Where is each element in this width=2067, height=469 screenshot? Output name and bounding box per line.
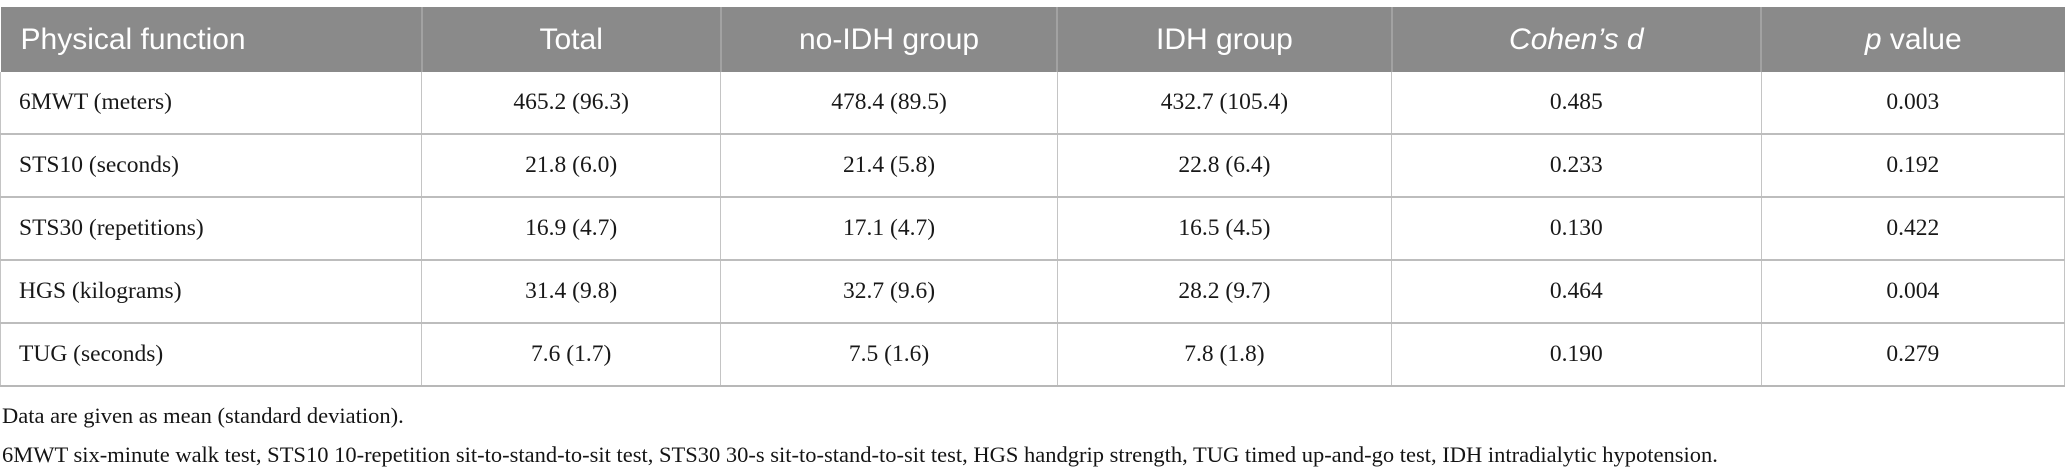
footnote-data-format: Data are given as mean (standard deviati… — [2, 403, 404, 428]
cell-label: STS10 (seconds) — [0, 133, 423, 197]
table-row: STS10 (seconds) 21.8 (6.0) 21.4 (5.8) 22… — [0, 133, 2066, 197]
cell-idh: 22.8 (6.4) — [1056, 133, 1393, 197]
table-header: Physical function Total no-IDH group IDH… — [0, 7, 2065, 72]
cell-idh: 7.8 (1.8) — [1056, 322, 1393, 387]
cell-p-value: 0.279 — [1760, 322, 2066, 387]
cell-cohens-d: 0.233 — [1391, 133, 1762, 197]
header-cohens-d: Cohen’s d — [1390, 7, 1762, 72]
cell-no-idh: 21.4 (5.8) — [720, 133, 1058, 197]
cell-no-idh: 478.4 (89.5) — [720, 72, 1058, 134]
table-row: TUG (seconds) 7.6 (1.7) 7.5 (1.6) 7.8 (1… — [0, 322, 2066, 387]
table-row: 6MWT (meters) 465.2 (96.3) 478.4 (89.5) … — [0, 72, 2066, 134]
cell-no-idh: 32.7 (9.6) — [720, 259, 1058, 323]
cell-total: 465.2 (96.3) — [421, 72, 722, 134]
cell-no-idh: 7.5 (1.6) — [720, 322, 1058, 387]
table-footnotes: Data are given as mean (standard deviati… — [2, 396, 2067, 469]
cohens-d-label: Cohen’s d — [1509, 22, 1644, 56]
cell-total: 7.6 (1.7) — [421, 322, 722, 387]
cell-no-idh: 17.1 (4.7) — [720, 196, 1058, 260]
cell-p-value: 0.422 — [1760, 196, 2066, 260]
cell-p-value: 0.192 — [1760, 133, 2066, 197]
header-row: Physical function Total no-IDH group IDH… — [0, 7, 2065, 72]
footnote-abbreviations: 6MWT six-minute walk test, STS10 10-repe… — [2, 442, 1718, 467]
cell-cohens-d: 0.464 — [1391, 259, 1762, 323]
table-row: HGS (kilograms) 31.4 (9.8) 32.7 (9.6) 28… — [0, 259, 2066, 323]
header-no-idh-group: no-IDH group — [719, 7, 1058, 72]
header-p-value: p value — [1760, 7, 2065, 72]
cell-label: TUG (seconds) — [0, 322, 423, 387]
cell-total: 16.9 (4.7) — [421, 196, 722, 260]
cell-cohens-d: 0.130 — [1391, 196, 1762, 260]
cell-total: 21.8 (6.0) — [421, 133, 722, 197]
results-table: Physical function Total no-IDH group IDH… — [0, 7, 2066, 387]
cell-idh: 432.7 (105.4) — [1056, 72, 1393, 134]
cell-idh: 16.5 (4.5) — [1056, 196, 1393, 260]
cell-idh: 28.2 (9.7) — [1056, 259, 1393, 323]
cell-label: STS30 (repetitions) — [0, 196, 423, 260]
cell-p-value: 0.004 — [1760, 259, 2066, 323]
table-body: 6MWT (meters) 465.2 (96.3) 478.4 (89.5) … — [0, 72, 2066, 387]
cell-cohens-d: 0.485 — [1391, 72, 1762, 134]
header-physical-function: Physical function — [0, 7, 422, 72]
cell-p-value: 0.003 — [1760, 72, 2066, 134]
cell-label: 6MWT (meters) — [0, 72, 423, 134]
header-idh-group: IDH group — [1056, 7, 1392, 72]
p-label-rest: value — [1881, 22, 1962, 56]
cell-total: 31.4 (9.8) — [421, 259, 722, 323]
table-row: STS30 (repetitions) 16.9 (4.7) 17.1 (4.7… — [0, 196, 2066, 260]
header-total: Total — [420, 7, 721, 72]
cell-label: HGS (kilograms) — [0, 259, 423, 323]
cell-cohens-d: 0.190 — [1391, 322, 1762, 387]
p-label-italic: p — [1864, 22, 1882, 56]
